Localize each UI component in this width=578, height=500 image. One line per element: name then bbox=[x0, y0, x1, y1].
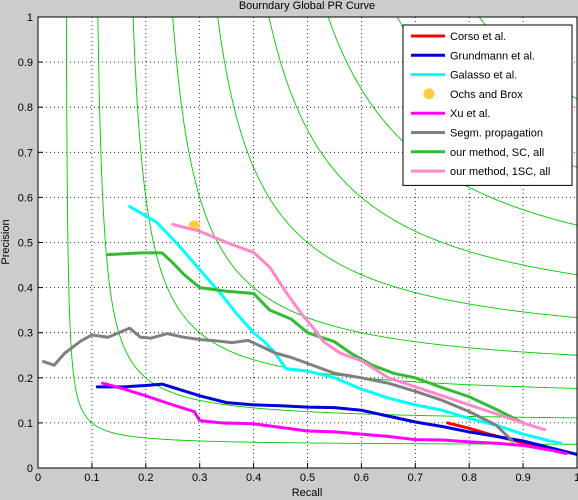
x-tick-label: 0.9 bbox=[515, 472, 530, 484]
x-tick-label: 0.2 bbox=[138, 472, 153, 484]
x-tick-label: 0.5 bbox=[300, 472, 315, 484]
y-tick-label: 0.7 bbox=[18, 147, 33, 159]
legend-entry: our method, SC, all bbox=[450, 147, 544, 159]
y-tick-label: 0.9 bbox=[18, 57, 33, 69]
y-tick-label: 0.4 bbox=[18, 283, 33, 295]
series-lines bbox=[41, 204, 577, 456]
axis-ticks: 0 0.1 0.2 0.3 0.4 0.5 0.6 0.7 0.8 0.9 1 0 0.1 0.2 0.3 0… bbox=[18, 12, 578, 484]
x-tick-label: 0.4 bbox=[246, 472, 261, 484]
series-line bbox=[128, 204, 563, 445]
legend-entry: Galasso et al. bbox=[450, 70, 517, 82]
series-line bbox=[41, 326, 514, 443]
legend-entry: Segm. propagation bbox=[450, 128, 543, 140]
x-tick-label: 0 bbox=[35, 472, 41, 484]
y-tick-label: 1 bbox=[27, 12, 33, 24]
x-tick-label: 0.8 bbox=[462, 472, 477, 484]
x-tick-label: 0.1 bbox=[84, 472, 99, 484]
iso-f-curve bbox=[65, 17, 577, 445]
x-axis-label: Recall bbox=[292, 487, 323, 499]
plot-frame bbox=[37, 16, 578, 469]
iso-f-curve bbox=[217, 17, 577, 319]
chart-title: Bourndary Global PR Curve bbox=[239, 0, 375, 12]
series-line bbox=[101, 381, 568, 456]
y-tick-label: 0.1 bbox=[18, 418, 33, 430]
x-tick-label: 0.7 bbox=[408, 472, 423, 484]
y-tick-label: 0.6 bbox=[18, 192, 33, 204]
series-line bbox=[106, 251, 525, 425]
legend-entry: Corso et al. bbox=[450, 31, 506, 43]
iso-f-curve bbox=[132, 17, 577, 389]
iso-f-curve bbox=[97, 17, 577, 419]
y-tick-label: 0.8 bbox=[18, 102, 33, 114]
legend-swatch bbox=[423, 88, 435, 100]
x-tick-label: 0.3 bbox=[192, 472, 207, 484]
series-line bbox=[171, 222, 547, 432]
y-tick-label: 0.3 bbox=[18, 328, 33, 340]
x-tick-label: 1 bbox=[574, 472, 578, 484]
legend-box bbox=[402, 24, 573, 186]
legend-entry: our method, 1SC, all bbox=[450, 166, 550, 178]
y-tick-label: 0.5 bbox=[18, 238, 33, 250]
legend-entry: Ochs and Brox bbox=[450, 89, 523, 101]
x-tick-label: 0.6 bbox=[354, 472, 369, 484]
y-axis-label: Precision bbox=[0, 219, 12, 264]
y-tick-label: 0.2 bbox=[18, 373, 33, 385]
iso-f-curve bbox=[268, 17, 577, 276]
series-line bbox=[95, 382, 577, 456]
legend-entry: Grundmann et al. bbox=[450, 50, 535, 62]
y-tick-label: 0 bbox=[27, 463, 33, 475]
legend-entry: Xu et al. bbox=[450, 108, 490, 120]
legend: Corso et al. Grundmann et al. Galasso et a… bbox=[402, 24, 573, 186]
